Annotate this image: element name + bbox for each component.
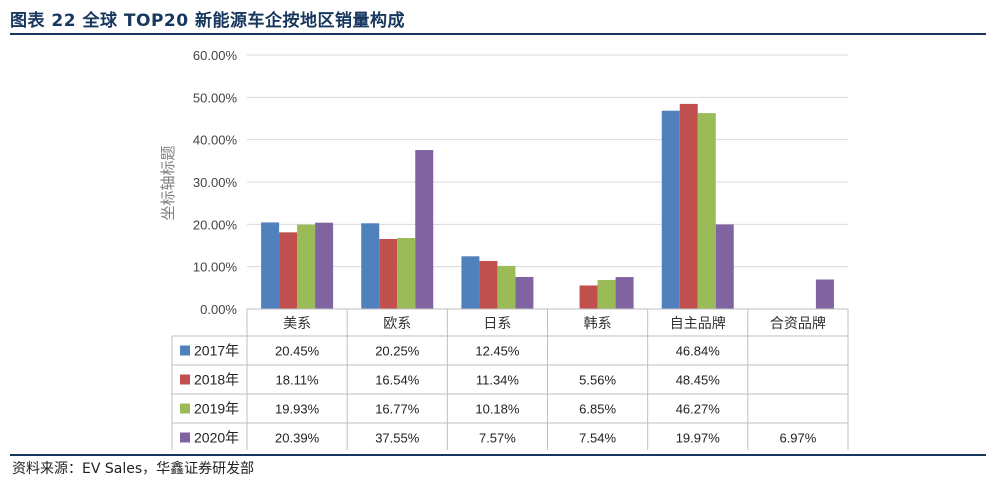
- x-category-label: 自主品牌: [670, 315, 726, 332]
- source-note: 资料来源：EV Sales，华鑫证券研发部: [12, 461, 255, 477]
- bar: [261, 222, 280, 309]
- data-label: 16.77%: [375, 402, 420, 417]
- bar: [815, 279, 834, 309]
- legend-label: 2019年: [194, 401, 239, 417]
- bar: [279, 232, 298, 309]
- y-tick-label: 50.00%: [193, 90, 238, 105]
- bar: [597, 280, 616, 309]
- data-label: 11.34%: [476, 373, 520, 388]
- data-label: 19.93%: [275, 402, 320, 417]
- bar: [479, 260, 498, 309]
- y-tick-label: 40.00%: [193, 133, 238, 148]
- bar: [397, 238, 416, 309]
- legend-swatch: [180, 432, 190, 443]
- legend-swatch: [180, 345, 190, 356]
- data-label: 7.57%: [479, 431, 516, 446]
- legend-swatch: [180, 403, 190, 414]
- bar: [361, 223, 380, 309]
- bar: [497, 265, 516, 309]
- data-label: 10.18%: [475, 402, 520, 417]
- bar: [297, 224, 316, 309]
- y-tick-label: 10.00%: [193, 260, 238, 275]
- bar: [579, 285, 598, 309]
- data-label: 19.97%: [676, 431, 721, 446]
- bar: [415, 150, 434, 309]
- x-category-label: 欧系: [383, 316, 411, 332]
- legend-swatch: [180, 374, 190, 385]
- data-label: 6.97%: [779, 431, 816, 446]
- x-category-label: 韩系: [584, 316, 612, 332]
- title-divider: [10, 33, 986, 35]
- y-tick-label: 30.00%: [193, 175, 238, 190]
- y-axis-title: 坐标轴标题: [159, 145, 177, 220]
- bar: [461, 256, 480, 309]
- y-tick-label: 0.00%: [200, 302, 237, 317]
- data-label: 7.54%: [579, 431, 616, 446]
- legend-label: 2018年: [194, 372, 239, 388]
- data-label: 20.25%: [375, 344, 420, 359]
- data-label: 46.27%: [676, 402, 721, 417]
- data-label: 6.85%: [579, 402, 616, 417]
- data-label: 5.56%: [579, 373, 616, 388]
- bar: [697, 113, 716, 310]
- bar: [379, 238, 398, 309]
- y-tick-label: 20.00%: [193, 217, 238, 232]
- legend-label: 2017年: [194, 343, 239, 359]
- data-label: 20.39%: [275, 431, 320, 446]
- bar: [715, 224, 734, 309]
- figure-title: 图表 22 全球 TOP20 新能源车企按地区销量构成: [10, 11, 405, 31]
- bar: [661, 110, 680, 309]
- data-label: 12.45%: [475, 344, 520, 359]
- bar: [515, 276, 534, 309]
- x-category-label: 美系: [283, 316, 311, 332]
- bar-chart: 0.00% 10.00% 20.00% 30.00% 40.00% 50.00% 60.00…: [159, 48, 849, 450]
- source-divider: [10, 454, 986, 456]
- data-label: 16.54%: [375, 373, 420, 388]
- data-label: 37.55%: [375, 431, 420, 446]
- data-label: 46.84%: [676, 344, 721, 359]
- bar: [679, 103, 698, 310]
- x-category-label: 合资品牌: [770, 315, 826, 332]
- data-label: 20.45%: [275, 344, 320, 359]
- x-category-label: 日系: [483, 316, 511, 332]
- legend-label: 2020年: [194, 430, 239, 446]
- bar: [615, 277, 634, 309]
- bar: [315, 222, 334, 309]
- y-tick-label: 60.00%: [193, 48, 238, 63]
- data-label: 18.11%: [276, 373, 320, 388]
- data-label: 48.45%: [676, 373, 721, 388]
